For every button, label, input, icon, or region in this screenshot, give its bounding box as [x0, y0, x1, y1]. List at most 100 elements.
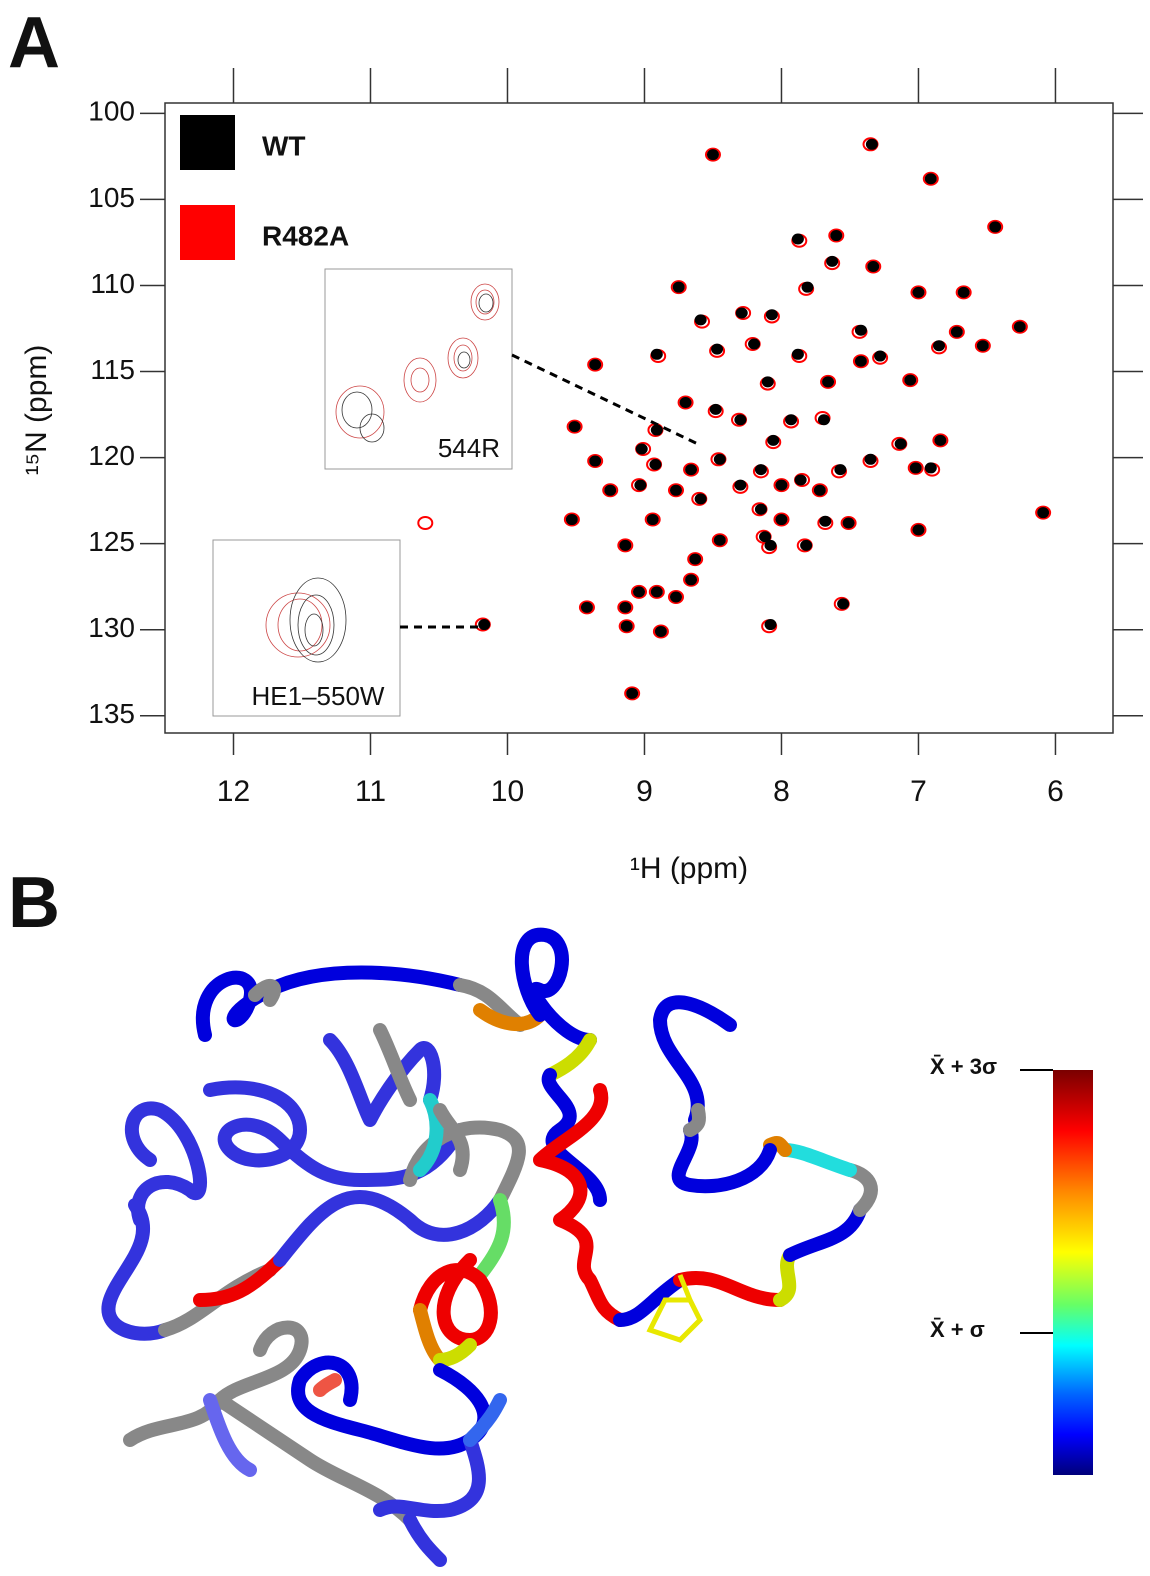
peak — [837, 598, 850, 610]
peak — [840, 516, 857, 530]
peak — [704, 147, 721, 162]
peak — [910, 522, 927, 537]
peak — [618, 619, 635, 634]
peak — [955, 285, 972, 300]
peak — [713, 453, 726, 465]
peak — [922, 171, 939, 186]
peak — [909, 462, 922, 474]
inset-label: HE1–550W — [252, 681, 385, 711]
color-bar — [1053, 1070, 1093, 1475]
peak — [679, 397, 692, 409]
peak — [924, 462, 937, 474]
peak — [620, 620, 633, 632]
y-tick-label: 120 — [88, 440, 135, 471]
peak — [800, 539, 813, 551]
x-tick-label: 9 — [636, 775, 653, 808]
peak — [811, 483, 828, 498]
inset-550W: HE1–550W — [212, 539, 478, 717]
peak — [775, 514, 788, 526]
peak — [791, 348, 804, 360]
peak — [894, 438, 907, 450]
peak — [764, 539, 777, 551]
peak — [864, 453, 877, 465]
legend-label: R482A — [262, 220, 349, 251]
peak — [685, 464, 698, 476]
peak — [619, 601, 632, 613]
peak — [709, 403, 722, 415]
peak — [652, 624, 669, 639]
x-tick-label: 7 — [910, 775, 927, 808]
peak — [826, 255, 839, 267]
legend-label: WT — [262, 130, 306, 161]
peak — [713, 534, 726, 546]
peak — [734, 479, 747, 491]
peak — [650, 424, 663, 436]
y-axis-title: ¹⁵N (ppm) — [20, 345, 53, 476]
peak — [644, 512, 661, 527]
peak — [754, 503, 767, 515]
peak — [912, 524, 925, 536]
y-tick-label: 105 — [88, 182, 135, 213]
peak — [683, 462, 700, 477]
peak — [987, 219, 1004, 234]
peak — [568, 421, 581, 433]
peak — [934, 434, 947, 446]
y-tick-label: 100 — [88, 96, 135, 127]
peak — [950, 326, 963, 338]
peak — [761, 376, 774, 388]
peak — [624, 686, 641, 701]
peak — [854, 355, 867, 367]
peak — [589, 359, 602, 371]
peak — [867, 261, 880, 273]
panel-label: B — [8, 863, 60, 943]
peak — [580, 601, 593, 613]
inset-544R: 544R — [324, 268, 701, 470]
contours — [341, 293, 494, 443]
peak — [694, 314, 707, 326]
peak — [735, 307, 748, 319]
x-tick-label: 10 — [491, 775, 524, 808]
peak — [626, 687, 639, 699]
peak — [932, 433, 949, 448]
peak — [785, 414, 798, 426]
peak — [759, 531, 772, 543]
contours — [335, 283, 500, 439]
peak — [976, 340, 989, 352]
peak — [817, 414, 830, 426]
peak — [677, 395, 694, 410]
peak — [957, 286, 970, 298]
peak — [852, 354, 869, 369]
legend-swatch — [180, 115, 235, 170]
peak — [1037, 507, 1050, 519]
peak — [650, 586, 663, 598]
peak — [635, 443, 648, 455]
peak — [634, 479, 647, 491]
peak — [819, 515, 832, 527]
legend-swatch — [180, 205, 235, 260]
peak — [633, 586, 645, 598]
peak — [565, 514, 578, 526]
scale-label: X̄ + 3σ — [930, 1054, 997, 1079]
leader-line — [511, 353, 701, 447]
contours — [265, 577, 347, 663]
x-tick-label: 6 — [1047, 775, 1064, 808]
peak — [694, 493, 707, 505]
peak — [683, 572, 700, 587]
peak — [801, 281, 814, 293]
peak — [820, 374, 837, 389]
y-tick-label: 135 — [88, 698, 135, 729]
peak — [904, 374, 917, 386]
peak — [669, 591, 682, 603]
y-tick-label: 115 — [90, 354, 135, 385]
color-scale: X̄ + 3σ X̄ + σ — [930, 1054, 1093, 1475]
scale-label: X̄ + σ — [930, 1317, 985, 1342]
peak — [854, 324, 867, 336]
peak — [767, 434, 780, 446]
peak — [578, 600, 595, 615]
peak — [865, 138, 878, 150]
peak — [907, 460, 924, 475]
peak — [1035, 505, 1052, 520]
peak — [587, 454, 604, 469]
peak — [748, 338, 761, 350]
